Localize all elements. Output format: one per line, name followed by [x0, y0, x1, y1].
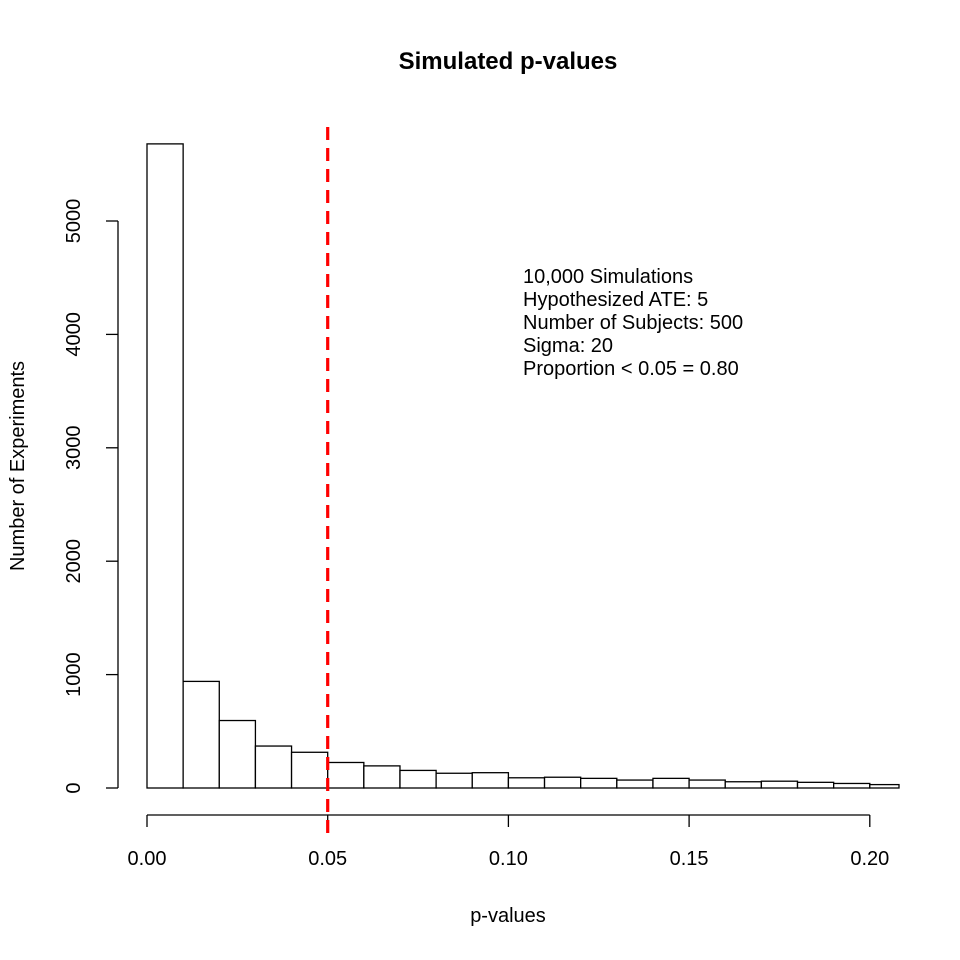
x-axis-label: p-values — [470, 905, 546, 927]
histogram-bar-17 — [760, 780, 799, 789]
y-axis-label: Number of Experiments — [7, 361, 29, 571]
histogram-bar-15 — [688, 779, 726, 789]
histogram-bar-14 — [652, 777, 690, 789]
histogram-bar-9 — [471, 772, 510, 789]
annotation-line: Number of Subjects: 500 — [523, 312, 743, 334]
histogram-bar-5 — [327, 761, 365, 789]
histogram-bar-16 — [724, 781, 763, 789]
x-tick-label: 0.10 — [489, 848, 528, 870]
histogram-bar-20 — [869, 783, 900, 789]
annotation-line: Sigma: 20 — [523, 335, 613, 357]
chart-title: Simulated p-values — [399, 48, 618, 75]
y-tick-label: 5000 — [63, 199, 85, 244]
annotation-line: 10,000 Simulations — [523, 266, 693, 288]
x-axis: 0.00 0.05 0.10 0.15 0.20 — [128, 814, 889, 870]
y-tick-label: 4000 — [63, 312, 85, 357]
histogram-bar-6 — [363, 765, 401, 789]
histogram-bar-11 — [543, 776, 582, 789]
histogram-bar-2 — [218, 719, 257, 789]
histogram-bar-4 — [290, 751, 329, 789]
y-axis: 0 1000 2000 3000 4000 5000 — [63, 199, 119, 794]
y-tick-label: 1000 — [63, 652, 85, 697]
histogram-bar-10 — [507, 777, 546, 789]
y-tick-label: 0 — [63, 782, 85, 793]
histogram-bar-19 — [833, 782, 871, 789]
y-tick-label: 3000 — [63, 426, 85, 471]
histogram-bar-13 — [616, 779, 654, 789]
annotation-line: Proportion < 0.05 = 0.80 — [523, 358, 739, 380]
x-tick-label: 0.05 — [308, 848, 347, 870]
histogram-bar-18 — [796, 781, 835, 789]
histogram-bar-1 — [182, 680, 220, 789]
histogram-bar-8 — [435, 772, 473, 789]
histogram-bar-7 — [399, 769, 437, 789]
x-tick-label: 0.20 — [850, 848, 889, 870]
histogram-bar-12 — [580, 777, 618, 789]
histogram-bar-3 — [254, 745, 293, 789]
x-tick-label: 0.00 — [128, 848, 167, 870]
x-tick-label: 0.15 — [670, 848, 709, 870]
histogram-bar-0 — [146, 143, 184, 789]
y-tick-label: 2000 — [63, 539, 85, 584]
histogram-bars — [146, 143, 900, 789]
annotation-line: Hypothesized ATE: 5 — [523, 289, 708, 311]
